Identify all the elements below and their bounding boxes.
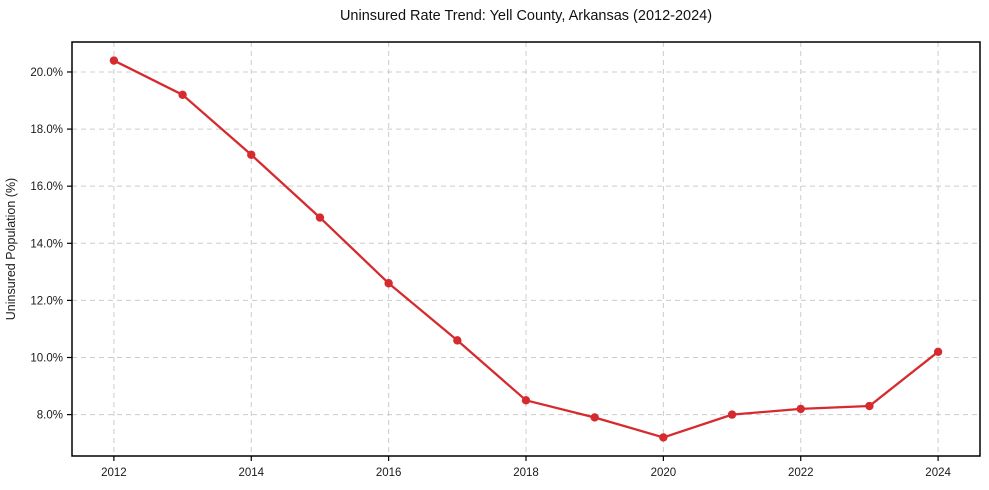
x-tick-label: 2022 [788,467,814,479]
y-tick-label: 12.0% [30,295,63,307]
x-tick-label: 2014 [238,467,264,479]
data-point [727,410,737,419]
y-tick-label: 10.0% [30,352,63,364]
data-point [590,413,599,422]
x-tick-label: 2018 [513,467,539,479]
x-tick-label: 2012 [101,467,127,479]
data-point [315,213,325,222]
data-point [453,336,462,345]
data-point [659,433,668,442]
y-tick-label: 14.0% [30,238,63,250]
y-axis-title: Uninsured Population (%) [4,178,18,320]
data-point [933,347,943,356]
y-tick-label: 18.0% [30,124,63,136]
y-tick-label: 8.0% [37,410,63,422]
x-tick-label: 2024 [925,467,951,479]
data-point [865,401,874,411]
data-point [178,90,187,100]
x-tick-label: 2020 [651,467,677,479]
y-tick-label: 16.0% [30,181,63,193]
data-point [796,404,805,414]
data-point [521,396,531,405]
data-point [384,279,393,288]
y-tick-label: 20.0% [30,67,63,79]
chart-title: Uninsured Rate Trend: Yell County, Arkan… [340,8,712,24]
x-tick-label: 2016 [376,467,402,479]
data-point [247,150,256,159]
data-point [109,56,119,65]
